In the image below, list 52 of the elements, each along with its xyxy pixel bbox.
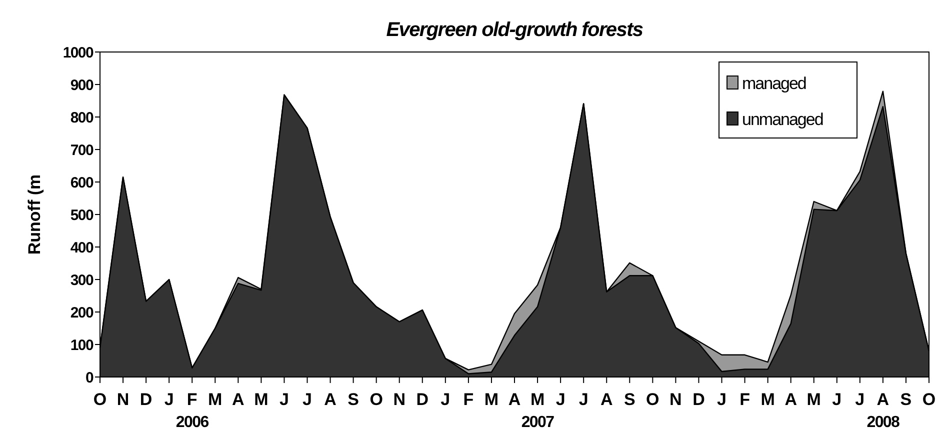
x-tick-label: N xyxy=(670,390,682,409)
x-tick-label: S xyxy=(348,390,359,409)
y-tick-label: 1000 xyxy=(62,44,94,62)
x-tick-label: A xyxy=(784,390,797,409)
x-tick-label: J xyxy=(717,390,726,409)
x-tick-label: M xyxy=(806,390,821,409)
x-tick-label: A 2008 xyxy=(866,390,900,431)
y-tick-label: 0 xyxy=(85,369,94,386)
x-tick-label: M xyxy=(254,390,268,409)
y-tick-label: 100 xyxy=(70,336,94,354)
x-tick-label: J xyxy=(279,390,289,409)
x-tick-label: D xyxy=(692,390,705,409)
x-tick-label: J xyxy=(855,390,865,409)
x-tick-label: D xyxy=(140,390,152,409)
x-tick-label: O xyxy=(370,390,383,409)
y-tick-label: 200 xyxy=(70,304,94,322)
x-tick-label: M xyxy=(484,390,499,409)
x-tick-label: O xyxy=(922,390,936,409)
x-tick-label: J xyxy=(832,390,842,409)
x-tick-label: M xyxy=(208,390,222,409)
x-tick-label: S xyxy=(624,390,636,409)
x-tick-label: N xyxy=(116,390,130,409)
x-tick-label: J xyxy=(440,390,450,409)
x-tick-label: S xyxy=(900,390,912,409)
x-tick-label: F xyxy=(740,390,750,409)
y-tick-label: 700 xyxy=(70,142,94,159)
x-tick-label: J xyxy=(302,390,312,409)
x-tick-label: A xyxy=(508,390,521,409)
legend-label: unmanaged xyxy=(742,110,824,129)
x-tick-label: M xyxy=(760,390,775,409)
y-tick-label: 600 xyxy=(70,174,94,192)
x-tick-label: J xyxy=(578,390,588,409)
x-tick-label: J xyxy=(556,390,566,409)
chart-title: Evergreen old-growth forests xyxy=(386,19,644,41)
y-tick-label: 400 xyxy=(70,239,94,256)
x-tick-label: D xyxy=(416,390,429,409)
x-tick-label: F xyxy=(463,390,474,409)
y-axis-title: Runoff (m xyxy=(25,174,44,255)
x-tick-label: J xyxy=(164,390,174,409)
x-tick-label: O xyxy=(646,390,660,409)
x-tick-label: M 2007 xyxy=(521,390,555,431)
y-tick-label: 800 xyxy=(70,109,94,126)
y-tick-label: 300 xyxy=(70,272,94,289)
y-tick-label: 900 xyxy=(70,76,94,94)
x-tick-label: O xyxy=(93,390,107,409)
x-tick-label: A xyxy=(232,390,244,409)
legend-label: managed xyxy=(742,74,806,93)
x-tick-label: A xyxy=(600,390,613,409)
x-tick-label: N xyxy=(393,390,406,409)
x-tick-label: F 2006 xyxy=(176,390,210,431)
y-tick-label: 500 xyxy=(70,206,94,224)
x-tick-label: A xyxy=(324,390,336,409)
